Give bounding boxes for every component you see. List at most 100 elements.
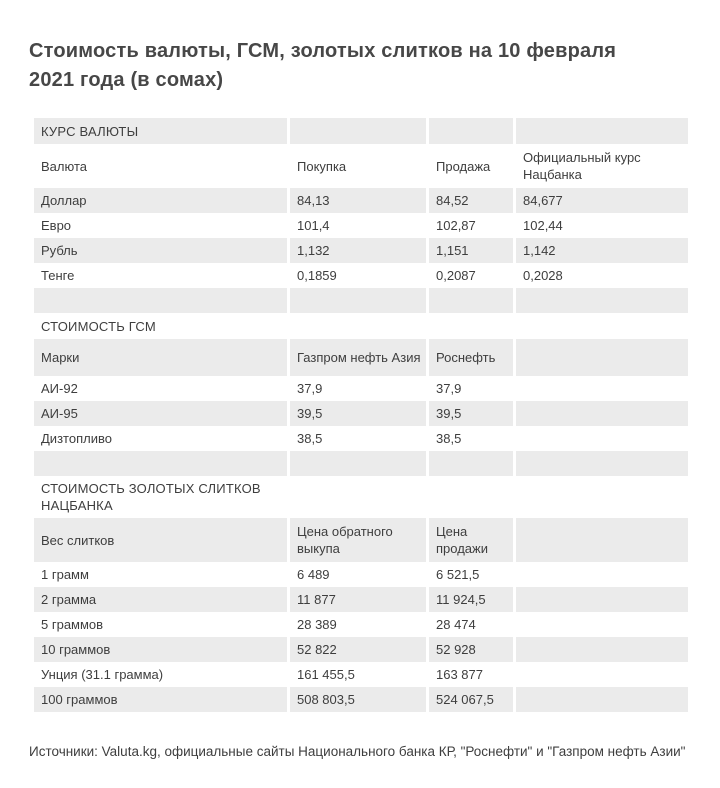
table-row-data: Евро 101,4 102,87 102,44	[34, 213, 688, 238]
table-cell: Рубль	[34, 238, 290, 263]
table-cell: 102,44	[516, 213, 688, 238]
table-cell	[516, 401, 688, 426]
table-cell: Роснефть	[429, 339, 516, 376]
table-row-header: Марки Газпром нефть Азия Роснефть	[34, 339, 688, 376]
table-cell: 38,5	[429, 426, 516, 451]
rates-table: КУРС ВАЛЮТЫ Валюта Покупка Продажа Официальн…	[34, 118, 688, 712]
table-cell: 1,142	[516, 238, 688, 263]
table-cell: Официальный курс Нацбанка	[516, 144, 688, 188]
table-row-section: СТОИМОСТЬ ЗОЛОТЫХ СЛИТКОВ НАЦБАНКА	[34, 476, 688, 518]
table-cell	[429, 476, 516, 518]
table-cell	[516, 339, 688, 376]
table-cell: Покупка	[290, 144, 429, 188]
table-row-data: АИ-95 39,5 39,5	[34, 401, 688, 426]
table-cell: 11 877	[290, 587, 429, 612]
table-cell: Валюта	[34, 144, 290, 188]
table-cell	[290, 476, 429, 518]
table-cell: 1,151	[429, 238, 516, 263]
table-row-data: Тенге 0,1859 0,2087 0,2028	[34, 263, 688, 288]
table-cell: 10 граммов	[34, 637, 290, 662]
table-cell: Продажа	[429, 144, 516, 188]
source-note: Источники: Valuta.kg, официальные сайты …	[29, 744, 686, 759]
table-row-spacer	[34, 288, 688, 313]
table-cell	[516, 313, 688, 339]
table-cell: Доллар	[34, 188, 290, 213]
table-cell	[429, 288, 516, 313]
table-row-data: 2 грамма 11 877 11 924,5	[34, 587, 688, 612]
table-row-data: 10 граммов 52 822 52 928	[34, 637, 688, 662]
table-cell: 28 474	[429, 612, 516, 637]
table-row-data: АИ-92 37,9 37,9	[34, 376, 688, 401]
table-cell: 100 граммов	[34, 687, 290, 712]
table-cell: СТОИМОСТЬ ГСМ	[34, 313, 290, 339]
table-cell: 11 924,5	[429, 587, 516, 612]
rates-table-body: КУРС ВАЛЮТЫ Валюта Покупка Продажа Официальн…	[34, 118, 688, 712]
table-cell	[516, 587, 688, 612]
table-cell: 1 грамм	[34, 562, 290, 587]
table-cell: 524 067,5	[429, 687, 516, 712]
table-cell: 52 928	[429, 637, 516, 662]
table-cell: Тенге	[34, 263, 290, 288]
table-cell	[34, 451, 290, 476]
table-cell: Цена обратного выкупа	[290, 518, 429, 562]
table-cell: КУРС ВАЛЮТЫ	[34, 118, 290, 144]
table-cell: Вес слитков	[34, 518, 290, 562]
table-row-section: КУРС ВАЛЮТЫ	[34, 118, 688, 144]
table-cell: 39,5	[429, 401, 516, 426]
table-cell	[516, 687, 688, 712]
table-cell: 37,9	[290, 376, 429, 401]
table-row-section: СТОИМОСТЬ ГСМ	[34, 313, 688, 339]
table-cell	[34, 288, 290, 313]
table-cell	[516, 118, 688, 144]
table-cell: АИ-95	[34, 401, 290, 426]
table-row-spacer	[34, 451, 688, 476]
table-cell	[516, 476, 688, 518]
table-cell: 84,677	[516, 188, 688, 213]
table-cell: 38,5	[290, 426, 429, 451]
table-cell	[429, 118, 516, 144]
table-row-data: Дизтопливо 38,5 38,5	[34, 426, 688, 451]
table-cell	[290, 118, 429, 144]
table-cell	[516, 637, 688, 662]
table-cell	[516, 518, 688, 562]
table-cell: 28 389	[290, 612, 429, 637]
table-cell: 0,1859	[290, 263, 429, 288]
table-cell: 101,4	[290, 213, 429, 238]
table-cell: 37,9	[429, 376, 516, 401]
page-title: Стоимость валюты, ГСМ, золотых слитков н…	[29, 40, 617, 91]
table-cell	[290, 451, 429, 476]
table-cell	[516, 451, 688, 476]
table-cell: 1,132	[290, 238, 429, 263]
table-cell: 508 803,5	[290, 687, 429, 712]
table-row-data: Унция (31.1 грамма) 161 455,5 163 877	[34, 662, 688, 687]
table-cell: 0,2028	[516, 263, 688, 288]
table-cell: Цена продажи	[429, 518, 516, 562]
table-row-data: 1 грамм 6 489 6 521,5	[34, 562, 688, 587]
table-cell: 161 455,5	[290, 662, 429, 687]
table-cell: 39,5	[290, 401, 429, 426]
table-row-data: 100 граммов 508 803,5 524 067,5	[34, 687, 688, 712]
table-cell: 84,13	[290, 188, 429, 213]
table-cell: 52 822	[290, 637, 429, 662]
table-cell: Унция (31.1 грамма)	[34, 662, 290, 687]
table-cell	[516, 612, 688, 637]
table-cell: Газпром нефть Азия	[290, 339, 429, 376]
table-row-data: Рубль 1,132 1,151 1,142	[34, 238, 688, 263]
table-cell: 84,52	[429, 188, 516, 213]
table-cell: Дизтопливо	[34, 426, 290, 451]
table-cell: АИ-92	[34, 376, 290, 401]
table-cell: 5 граммов	[34, 612, 290, 637]
table-cell	[516, 562, 688, 587]
table-row-header: Валюта Покупка Продажа Официальный курс Нац…	[34, 144, 688, 188]
table-row-data: 5 граммов 28 389 28 474	[34, 612, 688, 637]
table-cell	[516, 376, 688, 401]
table-row-data: Доллар 84,13 84,52 84,677	[34, 188, 688, 213]
table-cell: Евро	[34, 213, 290, 238]
table-cell: 6 489	[290, 562, 429, 587]
table-cell	[516, 426, 688, 451]
table-row-header: Вес слитков Цена обратного выкупа Цена про…	[34, 518, 688, 562]
table-cell	[516, 662, 688, 687]
table-cell: Марки	[34, 339, 290, 376]
table-cell	[290, 288, 429, 313]
